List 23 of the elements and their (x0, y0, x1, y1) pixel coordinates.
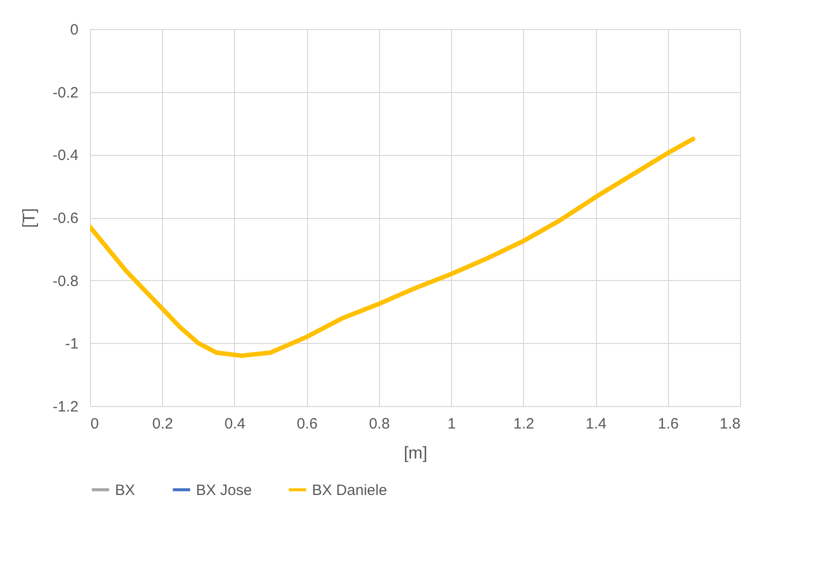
x-axis-title: [m] (404, 444, 428, 462)
line-series (90, 136, 696, 358)
y-tick-label: -1.2 (52, 398, 78, 416)
y-tick-label: 0 (70, 22, 78, 38)
x-tick-label: 1.6 (658, 416, 679, 432)
x-tick-label: 1.2 (513, 416, 534, 432)
y-tick-label: -1 (65, 336, 78, 353)
y-axis-title: [T] (20, 208, 39, 228)
x-tick-label: 0 (90, 416, 99, 432)
legend-label: BX (115, 482, 136, 499)
x-tick-label: 1 (447, 416, 456, 432)
x-tick-label: 1.4 (586, 416, 606, 432)
x-tick-label: 0.8 (368, 416, 390, 432)
y-tick-label: -0.2 (52, 84, 78, 102)
x-tick-label: 0.2 (152, 416, 174, 432)
x-tick-label: 0.4 (224, 416, 246, 432)
legend-label: BX Daniele (312, 482, 388, 499)
x-tick-label: 0.6 (296, 416, 318, 432)
x-tick-label: 1.8 (720, 416, 740, 432)
y-tick-label: -0.6 (52, 210, 78, 227)
y-tick-label: -0.8 (52, 272, 78, 290)
legend-label: BX Jose (196, 482, 252, 499)
y-tick-label: -0.4 (52, 147, 78, 164)
